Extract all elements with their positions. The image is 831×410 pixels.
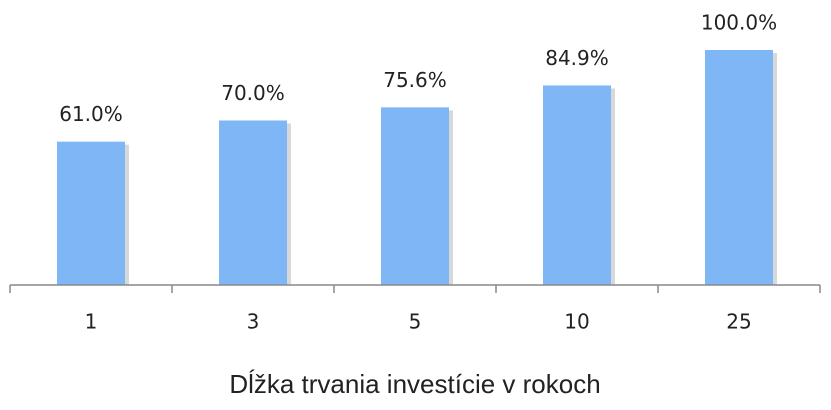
value-label: 75.6% bbox=[383, 68, 447, 92]
bar bbox=[219, 120, 287, 285]
bar bbox=[381, 107, 449, 285]
x-tick-label: 25 bbox=[726, 310, 751, 334]
value-label: 61.0% bbox=[59, 102, 123, 126]
x-tick-label: 3 bbox=[247, 310, 260, 334]
x-tick-label: 1 bbox=[85, 310, 98, 334]
bar bbox=[543, 85, 611, 285]
bar bbox=[57, 141, 125, 285]
value-label: 84.9% bbox=[545, 46, 609, 70]
bar bbox=[705, 50, 773, 285]
x-tick-label: 5 bbox=[409, 310, 422, 334]
x-axis-label: Dĺžka trvania investície v rokoch bbox=[229, 369, 600, 399]
value-label: 70.0% bbox=[221, 81, 285, 105]
value-label: 100.0% bbox=[701, 11, 777, 35]
x-tick-label: 10 bbox=[564, 310, 589, 334]
